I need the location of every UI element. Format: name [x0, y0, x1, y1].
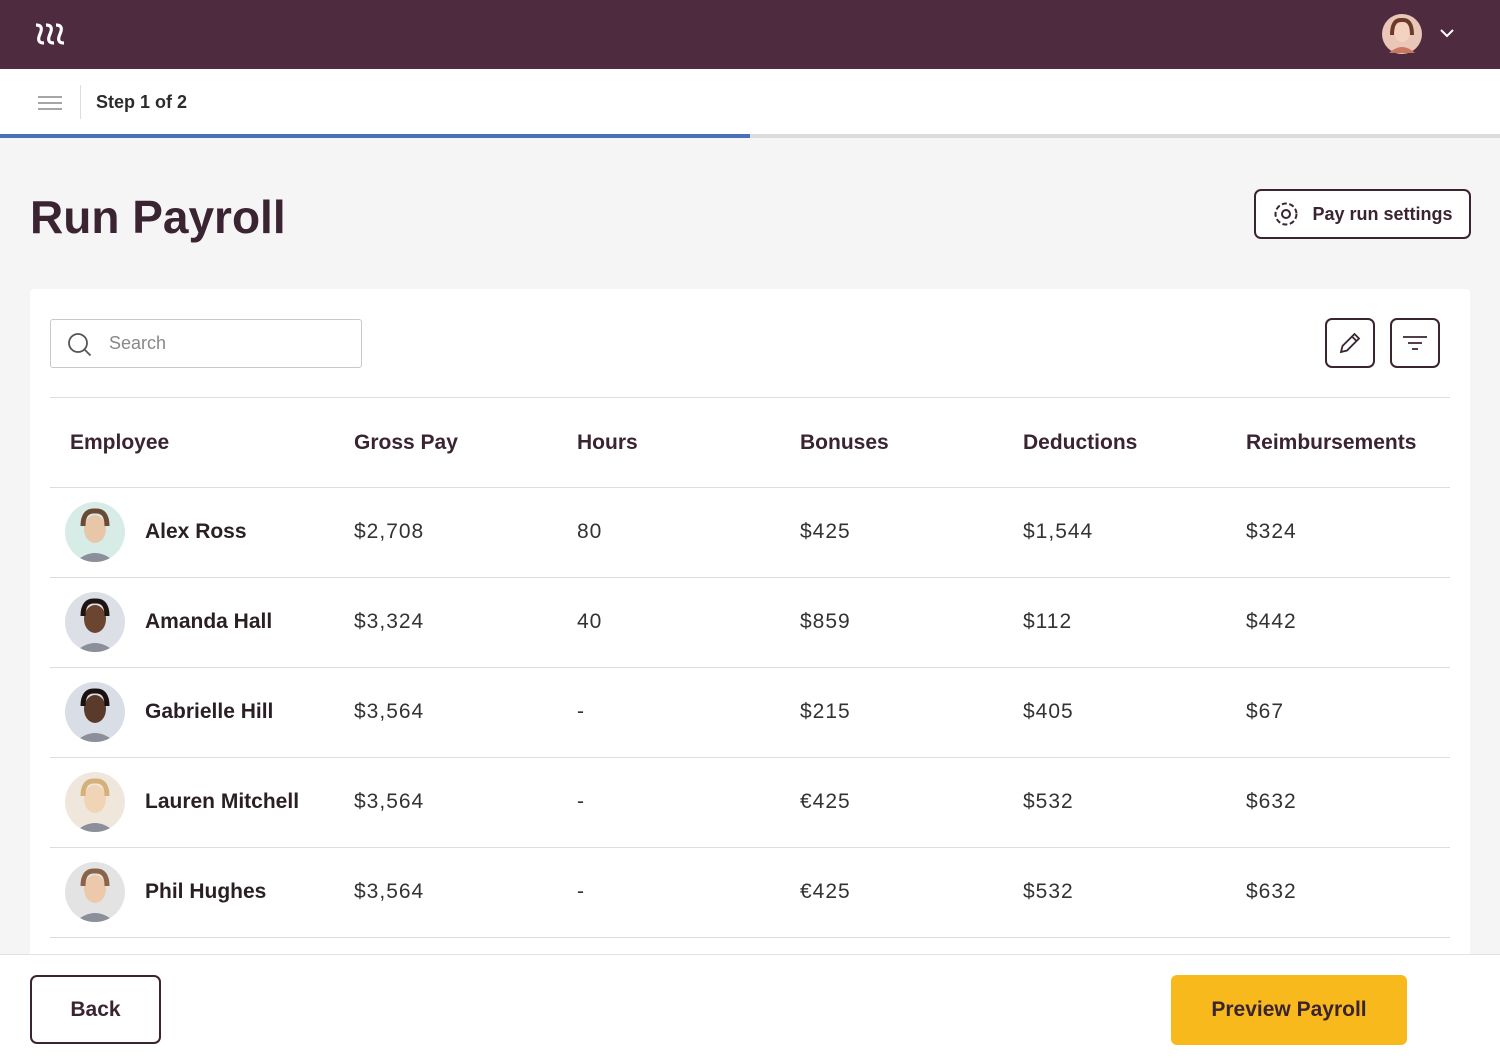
settings-button[interactable]: Pay run settings: [1254, 189, 1471, 239]
pay-value: $3,324: [354, 610, 425, 633]
pay-value: $425: [800, 520, 851, 543]
employee-avatar: [65, 772, 125, 832]
step-bar: Step 1 of 2: [0, 69, 1500, 134]
pay-value: $3,564: [354, 790, 425, 813]
row-line: [50, 937, 1450, 938]
payroll-card: Search: [30, 289, 1470, 989]
pay-value: $859: [800, 610, 851, 633]
pay-value: $532: [1023, 880, 1074, 903]
payroll-table: Employee Gross Pay Hours Bonuses Deductions R…: [50, 397, 1450, 938]
employee-avatar: [65, 682, 125, 742]
pay-value: €425: [800, 880, 851, 903]
avatar-face: [75, 508, 115, 562]
settings-label: Pay run settings: [1312, 203, 1453, 224]
logo[interactable]: [33, 22, 67, 46]
pay-value: -: [577, 880, 585, 903]
avatar-face: [75, 778, 115, 832]
page-title: Run Payroll: [30, 191, 286, 243]
table-top-line: [50, 397, 1450, 398]
user-menu[interactable]: [1381, 13, 1461, 55]
column-header: Hours: [577, 431, 638, 454]
pay-value: €425: [800, 790, 851, 813]
top-bar: [0, 0, 1500, 69]
row-line: [50, 847, 1450, 848]
pay-value: -: [577, 700, 585, 723]
pay-value: $405: [1023, 700, 1074, 723]
employee-name: Lauren Mitchell: [145, 790, 300, 813]
row-line: [50, 667, 1450, 668]
footer: Back Preview Payroll: [0, 954, 1500, 1063]
employee-name: Amanda Hall: [145, 610, 273, 633]
employee-name: Gabrielle Hill: [145, 700, 274, 723]
column-header: Gross Pay: [354, 431, 458, 454]
row-line: [50, 757, 1450, 758]
pay-value: $3,564: [354, 880, 425, 903]
column-header: Bonuses: [800, 431, 889, 454]
pay-value: $2,708: [354, 520, 425, 543]
search-icon: [68, 333, 92, 357]
employee-avatar: [65, 592, 125, 652]
progress-fill: [0, 134, 750, 138]
pay-value: $3,564: [354, 700, 425, 723]
column-header: Reimbursements: [1246, 431, 1417, 454]
step-label: Step 1 of 2: [96, 92, 188, 112]
avatar-face: [75, 868, 115, 922]
pay-value: 40: [577, 610, 603, 633]
menu-button[interactable]: [38, 96, 62, 110]
gear-icon: [1274, 202, 1298, 226]
filter-icon: [1403, 336, 1427, 350]
pay-value: $632: [1246, 790, 1297, 813]
pay-value: $67: [1246, 700, 1285, 723]
pay-value: $215: [800, 700, 851, 723]
edit-button[interactable]: [1325, 318, 1375, 368]
header-line: [50, 487, 1450, 488]
employee-avatar: [65, 502, 125, 562]
pay-value: $324: [1246, 520, 1297, 543]
employee-name: Alex Ross: [145, 520, 247, 543]
pay-value: $442: [1246, 610, 1297, 633]
pay-value: $1,544: [1023, 520, 1094, 543]
divider: [80, 85, 81, 119]
preview-button[interactable]: Preview Payroll: [1171, 975, 1407, 1045]
pay-value: -: [577, 790, 585, 813]
column-header: Deductions: [1023, 431, 1138, 454]
column-header: Employee: [70, 431, 170, 454]
table-row[interactable]: [50, 488, 1450, 577]
pencil-icon: [1339, 332, 1361, 354]
employee-name: Phil Hughes: [145, 880, 267, 903]
progress-track: [750, 134, 1500, 138]
pay-value: 80: [577, 520, 603, 543]
search-input[interactable]: Search: [50, 319, 362, 368]
search-placeholder: Search: [109, 333, 167, 353]
row-line: [50, 577, 1450, 578]
pay-value: $532: [1023, 790, 1074, 813]
filter-button[interactable]: [1390, 318, 1440, 368]
avatar-face: [75, 598, 115, 652]
back-button[interactable]: Back: [30, 975, 161, 1044]
avatar-face: [75, 688, 115, 742]
pay-value: $112: [1023, 610, 1073, 633]
employee-avatar: [65, 862, 125, 922]
pay-value: $632: [1246, 880, 1297, 903]
